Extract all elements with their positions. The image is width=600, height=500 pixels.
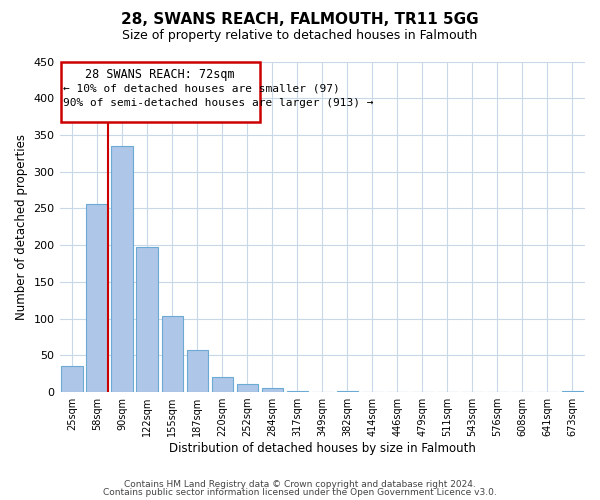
Y-axis label: Number of detached properties: Number of detached properties [15,134,28,320]
Bar [262,388,283,392]
Text: 28 SWANS REACH: 72sqm: 28 SWANS REACH: 72sqm [85,68,235,81]
Bar [562,390,583,392]
Text: Size of property relative to detached houses in Falmouth: Size of property relative to detached ho… [122,29,478,42]
Text: Contains HM Land Registry data © Crown copyright and database right 2024.: Contains HM Land Registry data © Crown c… [124,480,476,489]
FancyBboxPatch shape [61,62,260,122]
Bar [86,204,108,392]
Bar [112,146,133,392]
X-axis label: Distribution of detached houses by size in Falmouth: Distribution of detached houses by size … [169,442,476,455]
Bar [212,378,233,392]
Text: Contains public sector information licensed under the Open Government Licence v3: Contains public sector information licen… [103,488,497,497]
Text: 28, SWANS REACH, FALMOUTH, TR11 5GG: 28, SWANS REACH, FALMOUTH, TR11 5GG [121,12,479,28]
Text: 90% of semi-detached houses are larger (913) →: 90% of semi-detached houses are larger (… [63,98,374,108]
Bar [161,316,183,392]
Bar [236,384,258,392]
Bar [136,248,158,392]
Text: ← 10% of detached houses are smaller (97): ← 10% of detached houses are smaller (97… [63,84,340,94]
Bar [61,366,83,392]
Bar [187,350,208,392]
